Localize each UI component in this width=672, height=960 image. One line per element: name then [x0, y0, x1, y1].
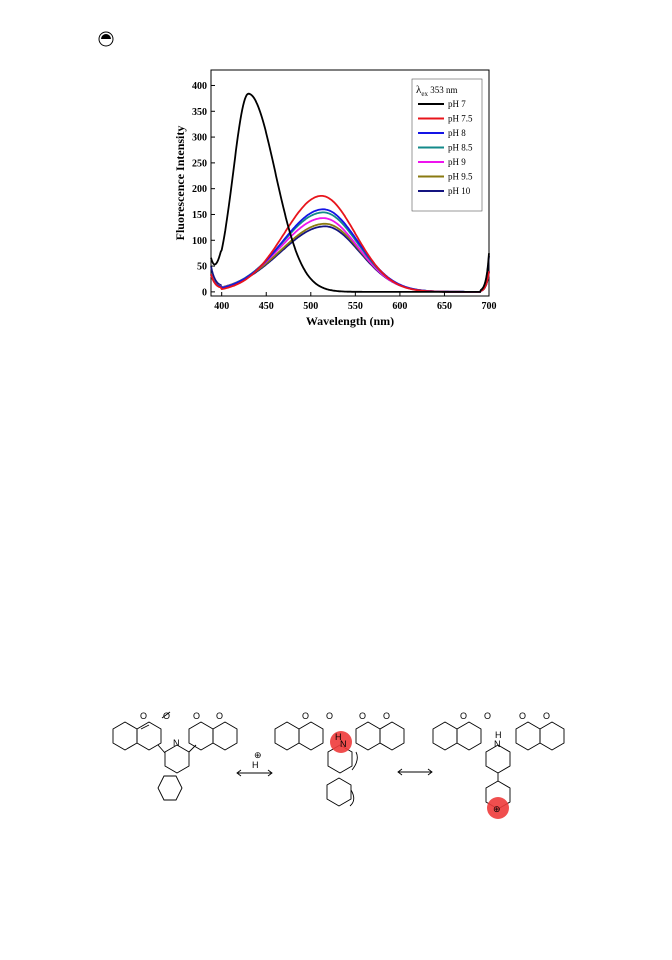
legend-label-2: pH 8: [448, 128, 466, 138]
legend-label-5: pH 9.5: [448, 172, 473, 182]
circled-symbol-icon: [98, 31, 114, 47]
middle-o-label-4: O: [383, 711, 390, 721]
x-tick-label-0: 400: [214, 301, 229, 312]
legend-title-lambda: λ: [416, 84, 422, 96]
y-tick-label-1: 50: [197, 262, 207, 273]
left-o-label-4: O: [216, 711, 223, 721]
legend-label-6: pH 10: [448, 186, 471, 196]
legend-box: [411, 78, 483, 212]
molecule-resonance: [432, 721, 565, 810]
x-tick-label-6: 700: [482, 301, 497, 312]
legend-title: λex 353 nm: [416, 84, 457, 98]
x-tick-label-2: 500: [303, 301, 318, 312]
legend-title-sub: ex: [421, 90, 428, 98]
legend-label-4: pH 9: [448, 157, 466, 167]
y-tick-label-6: 300: [192, 133, 207, 144]
right-o-label-4: O: [543, 711, 550, 721]
middle-o-label-3: O: [359, 711, 366, 721]
legend-items: pH 7 pH 7.5 pH 8 pH 8.5 pH 9 pH 9.5 pH 10: [418, 99, 473, 196]
molecule-neutral: [112, 711, 238, 801]
right-o-label-1: O: [460, 711, 467, 721]
middle-o-label-1: O: [302, 711, 309, 721]
equilibrium-arrow-1: [236, 769, 273, 777]
resonance-arrow: [397, 768, 433, 776]
right-o-label-3: O: [519, 711, 526, 721]
y-tick-label-2: 100: [192, 236, 207, 247]
x-axis-ticks: 400 450 500 550 600 650 700: [214, 292, 497, 312]
left-o-label-2: O: [163, 711, 170, 721]
legend-label-1: pH 7.5: [448, 114, 473, 124]
proton-label: H: [252, 760, 259, 770]
y-axis-title: Fluorescence Intensity: [173, 126, 187, 241]
charge-highlight-nitrogen: [330, 731, 352, 753]
x-tick-label-4: 600: [392, 301, 407, 312]
right-o-label-2: O: [484, 711, 491, 721]
fluorescence-chart: 400 450 500 550 600 650 700 0 50 100 150 200 250 300…: [173, 69, 497, 328]
middle-o-label-2: O: [326, 711, 333, 721]
middle-h-label: H: [335, 732, 342, 742]
y-axis-ticks: 0 50 100 150 200 250 300 350 400: [192, 81, 215, 298]
y-tick-label-0: 0: [202, 287, 207, 298]
series-line-0: [210, 92, 490, 293]
left-n-label: N: [173, 738, 180, 748]
charge-highlight-phenyl: [487, 797, 509, 819]
left-o-label-3: O: [193, 711, 200, 721]
legend: λex 353 nm pH 7 pH 7.5 pH 8 pH 8.5 pH 9 pH 9.…: [411, 78, 483, 212]
x-tick-label-5: 650: [437, 301, 452, 312]
x-tick-label-3: 550: [348, 301, 363, 312]
legend-label-3: pH 8.5: [448, 143, 473, 153]
right-plus-symbol: ⊕: [493, 804, 501, 814]
molecule-protonated: [274, 721, 405, 807]
y-tick-label-7: 350: [192, 107, 207, 118]
left-o-label-1: O: [140, 711, 147, 721]
y-tick-label-3: 150: [192, 210, 207, 221]
right-h-label: H: [495, 730, 502, 740]
y-tick-label-4: 200: [192, 184, 207, 195]
legend-label-0: pH 7: [448, 99, 466, 109]
plot-frame: [210, 69, 490, 297]
x-axis-title: Wavelength (nm): [306, 314, 394, 328]
plus-symbol: ⊕: [254, 750, 262, 760]
series-lines: [210, 92, 490, 293]
x-tick-label-1: 450: [259, 301, 274, 312]
legend-title-rest: 353 nm: [428, 85, 458, 95]
y-tick-label-8: 400: [192, 81, 207, 92]
y-tick-label-5: 250: [192, 158, 207, 169]
middle-n-label: N: [340, 739, 347, 749]
right-n-label: N: [494, 739, 501, 749]
